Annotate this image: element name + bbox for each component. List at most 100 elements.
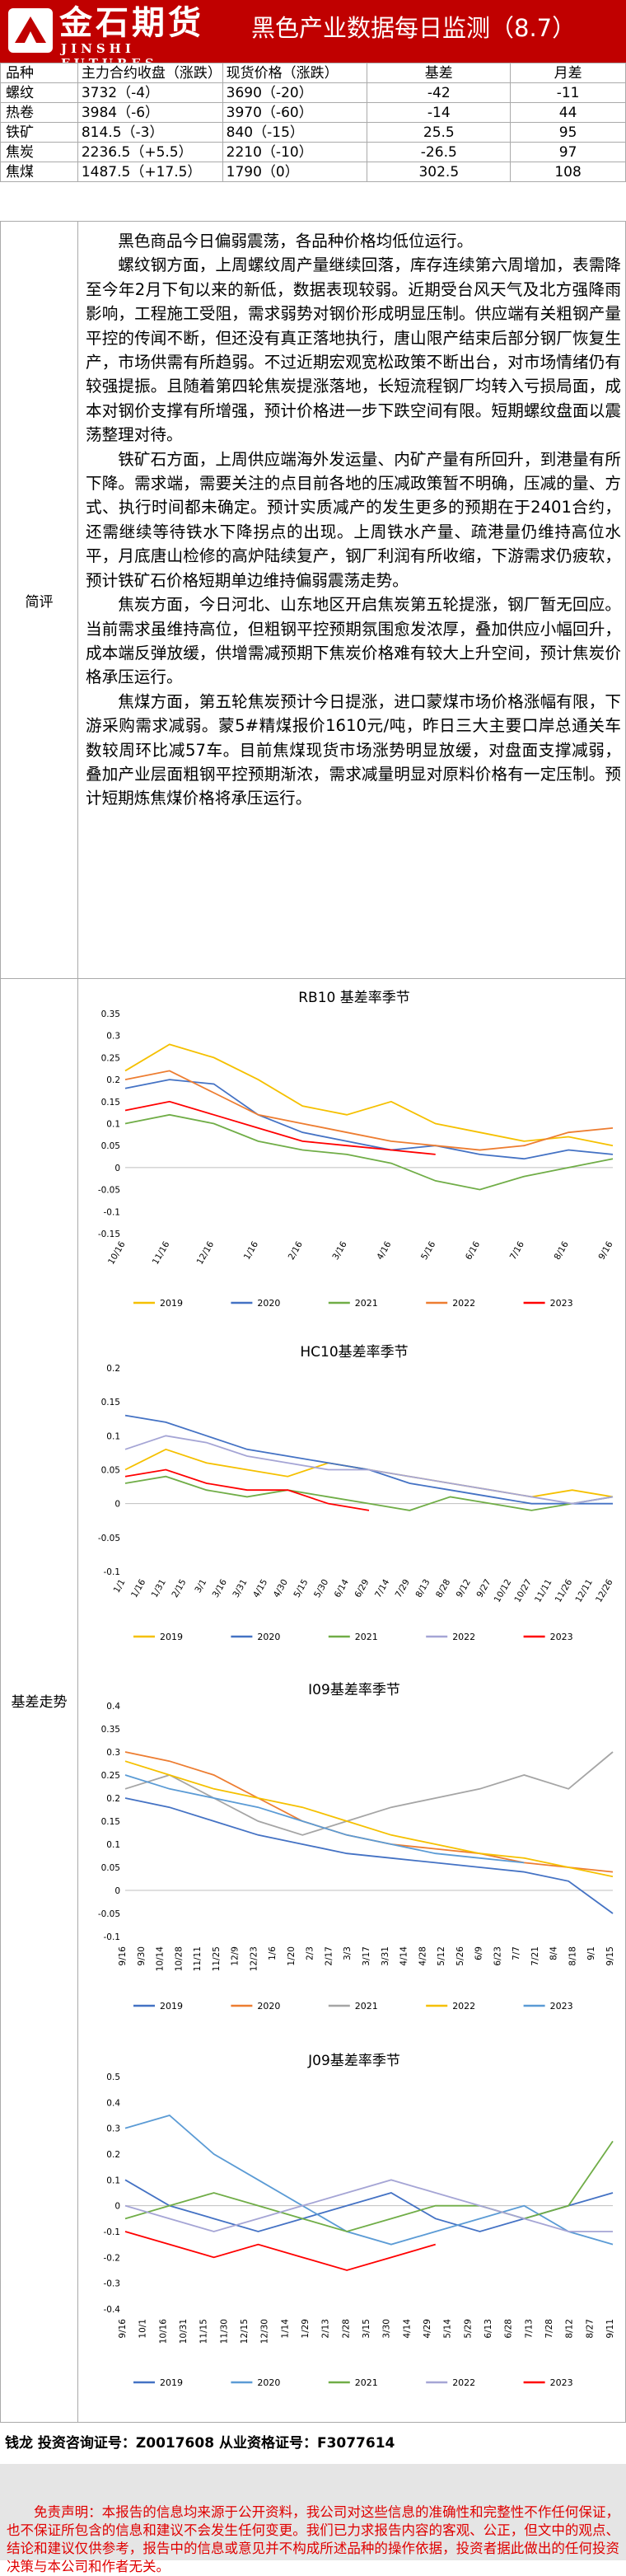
x-tick-label: 11/15 xyxy=(199,2319,209,2344)
row-basis: 302.5 xyxy=(367,162,512,182)
commentary-paragraph: 黑色商品今日偏弱震荡，各品种价格均低位运行。 xyxy=(118,232,474,251)
row-basis: 25.5 xyxy=(367,122,512,143)
legend-entry: 2022 xyxy=(452,1298,475,1309)
x-tick-label: 6/14 xyxy=(333,1577,351,1599)
y-tick-label: -0.2 xyxy=(104,2253,121,2263)
y-tick-label: 0.2 xyxy=(106,1794,120,1804)
row-spot: 3690（-20） xyxy=(222,82,368,103)
y-tick-label: 0.25 xyxy=(101,1053,120,1063)
x-tick-label: 8/18 xyxy=(568,1946,577,1966)
x-tick-label: 3/31 xyxy=(381,1946,390,1966)
series-line-2023 xyxy=(124,1468,370,1511)
disclaimer: 免责声明：本报告的信息均来源于公开资料，我公司对这些信息的准确性和完整性不作任何… xyxy=(0,2464,626,2574)
x-tick-label: 2/3 xyxy=(306,1946,315,1960)
x-tick-label: 7/21 xyxy=(530,1946,540,1966)
x-tick-label: 7/29 xyxy=(394,1578,412,1599)
x-tick-label: 9/11 xyxy=(605,2319,615,2339)
legend-entry: 2020 xyxy=(257,2377,280,2388)
x-tick-label: 10/12 xyxy=(493,1578,514,1604)
row-basis: -42 xyxy=(367,82,512,103)
row-futures: 3732（-4） xyxy=(77,82,223,103)
x-tick-label: 8/27 xyxy=(585,2319,595,2339)
y-tick-label: 0.4 xyxy=(106,2098,120,2108)
x-tick-label: 4/15 xyxy=(251,1578,269,1599)
y-tick-label: 0.1 xyxy=(106,2176,120,2185)
x-tick-label: 6/13 xyxy=(484,2319,493,2339)
y-tick-label: 0 xyxy=(114,1886,120,1896)
x-tick-label: 10/16 xyxy=(158,2319,168,2344)
x-tick-label: 1/16 xyxy=(242,1239,260,1262)
series-line-2020 xyxy=(124,1079,614,1160)
commentary-text: 黑色商品今日偏弱震荡，各品种价格均低位运行。 螺纹钢方面，上周螺纹周产量继续回落… xyxy=(86,229,621,811)
x-tick-label: 5/30 xyxy=(312,1578,330,1599)
series-line-2020 xyxy=(124,1751,614,1873)
series-line-2022 xyxy=(124,2179,613,2232)
legend-entry: 2019 xyxy=(160,1632,183,1642)
row-spread: 95 xyxy=(510,122,626,143)
row-futures: 3984（-6） xyxy=(77,102,223,123)
x-tick-label: 5/15 xyxy=(292,1578,310,1599)
x-tick-label: 10/16 xyxy=(106,1239,128,1266)
y-tick-label: 0.1 xyxy=(106,1431,120,1441)
x-tick-label: 4/14 xyxy=(399,1946,409,1966)
y-tick-label: 0 xyxy=(114,1164,120,1173)
row-basis: -14 xyxy=(367,102,512,123)
commentary-paragraph: 铁矿石方面，上周供应端海外发运量、内矿产量有所回升，到港量有所下降。需求端，需要… xyxy=(86,449,621,590)
legend-entry: 2020 xyxy=(257,2001,280,2012)
commentary-paragraph: 焦炭方面，今日河北、山东地区开启焦炭第五轮提涨，钢厂暂无回应。当前需求虽维持高位… xyxy=(86,595,621,687)
author-credentials: 钱龙 投资咨询证号：Z0017608 从业资格证号：F3077614 xyxy=(5,2435,395,2452)
legend-entry: 2019 xyxy=(160,1298,183,1309)
legend-entry: 2020 xyxy=(257,1632,280,1642)
chart-title: HC10基差率季节 xyxy=(300,1344,408,1361)
quote-table: 品种 主力合约收盘（涨跌） 现货价格（涨跌） 基差 月差 螺纹 3732（-4）… xyxy=(0,63,626,182)
x-tick-label: 9/16 xyxy=(596,1239,614,1262)
x-tick-label: 1/6 xyxy=(268,1946,278,1960)
series-line-2019 xyxy=(124,1043,614,1147)
y-tick-label: 0.1 xyxy=(106,1840,120,1850)
x-tick-label: 11/11 xyxy=(533,1578,554,1604)
series-line-2020 xyxy=(124,2114,614,2246)
x-tick-label: 12/23 xyxy=(249,1946,259,1971)
y-tick-label: 0.3 xyxy=(106,1748,120,1758)
x-tick-label: 2/16 xyxy=(287,1239,305,1262)
logo-mark-icon xyxy=(8,8,53,53)
x-tick-label: 10/1 xyxy=(138,2319,148,2339)
y-tick-label: -0.3 xyxy=(104,2279,121,2289)
y-tick-label: 0 xyxy=(114,1500,120,1510)
row-name: 热卷 xyxy=(0,102,78,123)
y-tick-label: 0 xyxy=(114,2202,120,2212)
y-tick-label: 0.15 xyxy=(101,1398,120,1407)
series-line-2022 xyxy=(124,1070,614,1151)
x-tick-label: 9/1 xyxy=(586,1946,596,1960)
x-tick-label: 3/1 xyxy=(193,1578,208,1595)
x-tick-label: 8/13 xyxy=(413,1578,432,1599)
y-tick-label: 0.4 xyxy=(106,1702,120,1712)
x-tick-label: 7/16 xyxy=(508,1239,526,1262)
column-header: 现货价格（涨跌） xyxy=(222,63,368,83)
row-spread: -11 xyxy=(510,82,626,103)
x-tick-label: 3/31 xyxy=(231,1578,249,1599)
y-tick-label: 0.15 xyxy=(101,1098,120,1108)
x-tick-label: 2/17 xyxy=(324,1946,334,1966)
y-tick-label: -0.1 xyxy=(104,1932,121,1942)
x-tick-label: 10/27 xyxy=(512,1578,534,1604)
row-name: 铁矿 xyxy=(0,122,78,143)
table-row: 螺纹 3732（-4） 3690（-20） -42 -11 xyxy=(0,82,626,103)
y-tick-label: -0.05 xyxy=(98,1186,120,1196)
series-line-2022 xyxy=(124,1760,614,1878)
x-tick-label: 1/31 xyxy=(150,1578,168,1599)
y-tick-label: -0.05 xyxy=(98,1534,120,1543)
series-line-2021 xyxy=(124,1113,614,1191)
chart-i09: I09基差率季节 0.4 0.35 0.3 0.25 0.2 0.15 0.1 0.05 0 -0.… xyxy=(86,1674,623,2037)
legend-entry: 2022 xyxy=(452,2377,475,2388)
legend-entry: 2023 xyxy=(550,1298,573,1309)
x-tick-label: 3/16 xyxy=(330,1239,348,1262)
row-name: 焦炭 xyxy=(0,142,78,162)
x-tick-label: 9/30 xyxy=(137,1946,147,1966)
column-header: 主力合约收盘（涨跌） xyxy=(77,63,223,83)
x-tick-label: 12/15 xyxy=(240,2319,250,2344)
legend-entry: 2023 xyxy=(550,2377,573,2388)
x-tick-label: 6/29 xyxy=(353,1578,371,1599)
series-line-2022 xyxy=(124,1435,614,1505)
x-tick-label: 3/3 xyxy=(343,1946,353,1960)
